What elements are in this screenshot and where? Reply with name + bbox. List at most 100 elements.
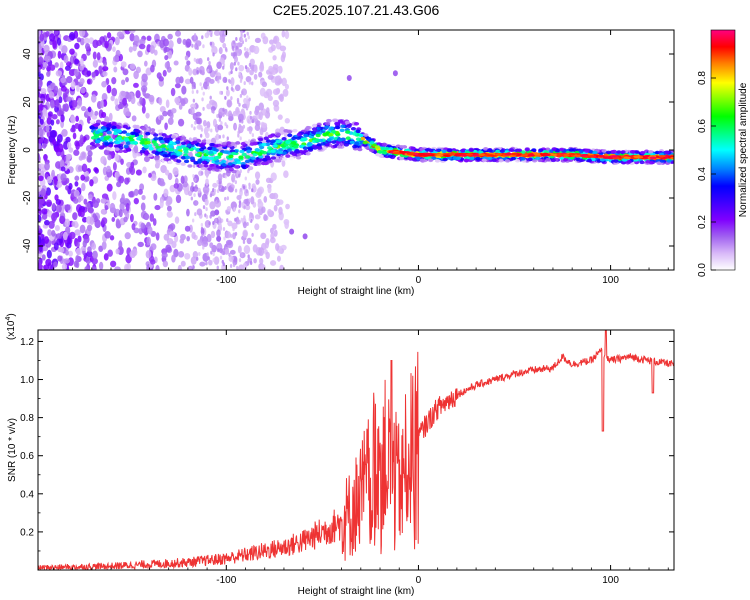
heatmap-cell — [616, 150, 622, 154]
heatmap-cell — [186, 60, 191, 66]
heatmap-cell — [153, 133, 159, 137]
heatmap-cell — [225, 231, 231, 239]
heatmap-cell — [57, 255, 63, 262]
heatmap-cell — [144, 60, 148, 67]
heatmap-cell — [94, 168, 99, 174]
heatmap-cell — [301, 137, 307, 142]
heatmap-cell — [199, 143, 205, 148]
heatmap-cell — [168, 39, 174, 49]
heatmap-cell — [242, 221, 247, 229]
heatmap-cell — [508, 148, 515, 152]
heatmap-cell — [102, 65, 109, 72]
heatmap-cell — [301, 150, 307, 154]
heatmap-cell — [211, 147, 217, 151]
heatmap-cell — [103, 60, 108, 67]
heatmap-cell — [193, 57, 197, 62]
snr-y-scale-label: (x104) — [5, 313, 17, 340]
heatmap-cell — [233, 40, 236, 45]
heatmap-cell — [267, 208, 272, 216]
heatmap-cell — [42, 108, 48, 117]
heatmap-cell — [206, 68, 210, 73]
heatmap-cell — [235, 67, 238, 72]
heatmap-cell — [202, 205, 206, 210]
heatmap-cell — [189, 156, 195, 161]
heatmap-cell — [224, 196, 227, 201]
heatmap-cell — [200, 86, 204, 91]
heatmap-cell — [191, 109, 195, 114]
heatmap-cell — [43, 61, 48, 69]
heatmap-cell — [495, 149, 501, 154]
heatmap-cell — [441, 149, 447, 154]
heatmap-cell — [186, 235, 190, 242]
heatmap-cell — [284, 83, 290, 90]
heatmap-cell — [86, 70, 92, 77]
heatmap-cell — [118, 175, 125, 184]
snr-frame — [37, 329, 675, 571]
heatmap-cell — [230, 82, 234, 87]
heatmap-cell — [504, 152, 512, 156]
heatmap-cell — [175, 140, 181, 144]
heatmap-cell — [206, 81, 210, 86]
heatmap-cell — [92, 51, 97, 60]
heatmap-cell — [253, 258, 257, 264]
heatmap-cell — [130, 96, 136, 105]
heatmap-cell — [168, 144, 174, 149]
heatmap-cell — [175, 30, 181, 37]
heatmap-cell — [259, 87, 266, 97]
heatmap-cell — [89, 146, 96, 150]
heatmap-cell — [592, 150, 598, 155]
heatmap-cell — [273, 36, 278, 45]
heatmap-cell — [141, 194, 146, 201]
heatmap-cell — [633, 155, 641, 159]
heatmap-cell — [208, 60, 211, 65]
heatmap-cell — [221, 259, 224, 264]
heatmap-cell — [200, 226, 204, 231]
heatmap-cell — [350, 126, 357, 131]
heatmap-cell — [169, 230, 175, 238]
heatmap-cell — [200, 166, 206, 171]
heatmap-cell — [226, 99, 232, 108]
heatmap-cell — [132, 44, 137, 52]
heatmap-cell — [291, 152, 297, 157]
heatmap-cell — [311, 130, 317, 135]
heatmap-cell — [337, 119, 344, 123]
heatmap-cell — [249, 142, 255, 146]
heatmap-cell — [54, 105, 59, 113]
heatmap-cell — [270, 139, 276, 143]
heatmap-cell — [199, 261, 206, 267]
heatmap-cell — [168, 147, 175, 152]
heatmap-cell — [135, 90, 141, 99]
heatmap-cell — [242, 124, 246, 129]
heatmap-cell — [82, 239, 87, 248]
heatmap-cell — [280, 54, 286, 63]
heatmap-cell — [225, 160, 229, 165]
heatmap-cell — [334, 121, 340, 126]
heatmap-cell — [105, 146, 112, 151]
heatmap-cell — [75, 247, 83, 256]
heatmap-cell — [192, 174, 195, 179]
heatmap-cell — [124, 232, 131, 240]
heatmap-cell — [133, 197, 139, 205]
heatmap-cell — [568, 148, 575, 152]
heatmap-cell — [70, 127, 76, 133]
heatmap-cell — [202, 185, 210, 194]
heatmap-cell — [219, 90, 222, 95]
y-tick-label: -40 — [22, 238, 33, 253]
heatmap-cell — [198, 163, 205, 168]
heatmap-cell — [599, 157, 606, 162]
heatmap-cell — [135, 169, 142, 176]
heatmap-cell — [100, 198, 107, 204]
heatmap-cell — [98, 146, 105, 150]
heatmap-cell — [38, 44, 42, 53]
heatmap-cell — [140, 202, 146, 212]
heatmap-cell — [171, 241, 177, 249]
heatmap-cell — [106, 84, 112, 94]
heatmap-cell — [136, 136, 142, 141]
heatmap-cell — [452, 156, 458, 161]
heatmap-cell — [101, 81, 107, 88]
heatmap-cell — [302, 233, 308, 240]
heatmap-cell — [259, 63, 265, 72]
heatmap-cell — [216, 235, 222, 242]
heatmap-cell — [86, 224, 93, 232]
heatmap-cell — [163, 233, 170, 241]
